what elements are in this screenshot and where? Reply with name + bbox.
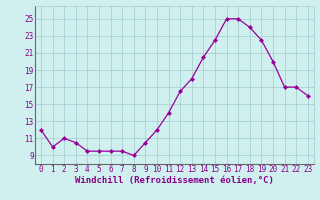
X-axis label: Windchill (Refroidissement éolien,°C): Windchill (Refroidissement éolien,°C) [75,176,274,185]
